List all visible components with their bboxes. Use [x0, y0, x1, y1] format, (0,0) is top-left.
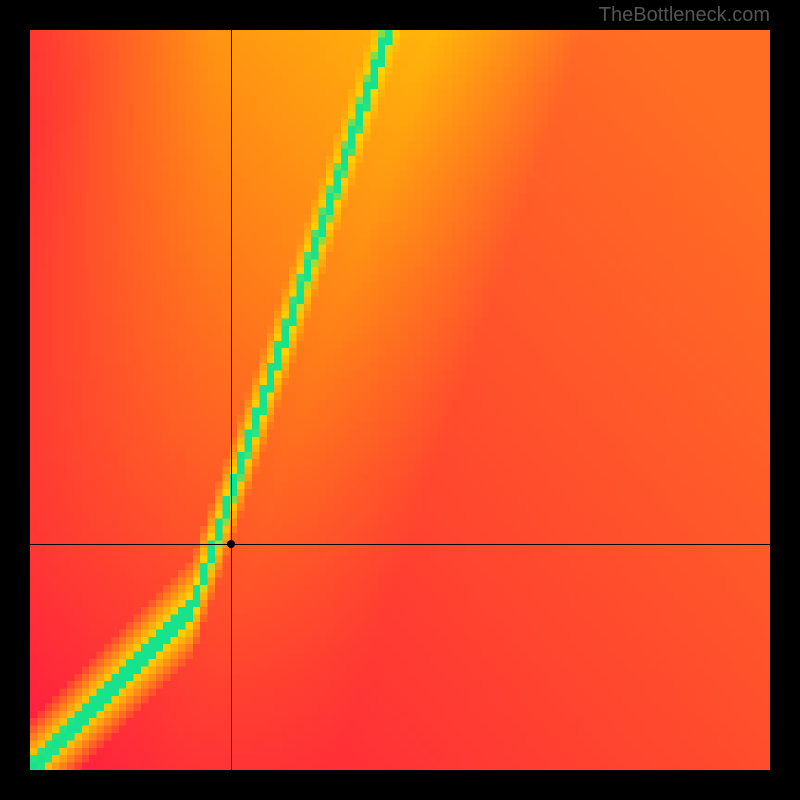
chart-container: TheBottleneck.com [0, 0, 800, 800]
heatmap-plot [30, 30, 770, 770]
watermark-text: TheBottleneck.com [599, 4, 770, 27]
heatmap-canvas [30, 30, 770, 770]
